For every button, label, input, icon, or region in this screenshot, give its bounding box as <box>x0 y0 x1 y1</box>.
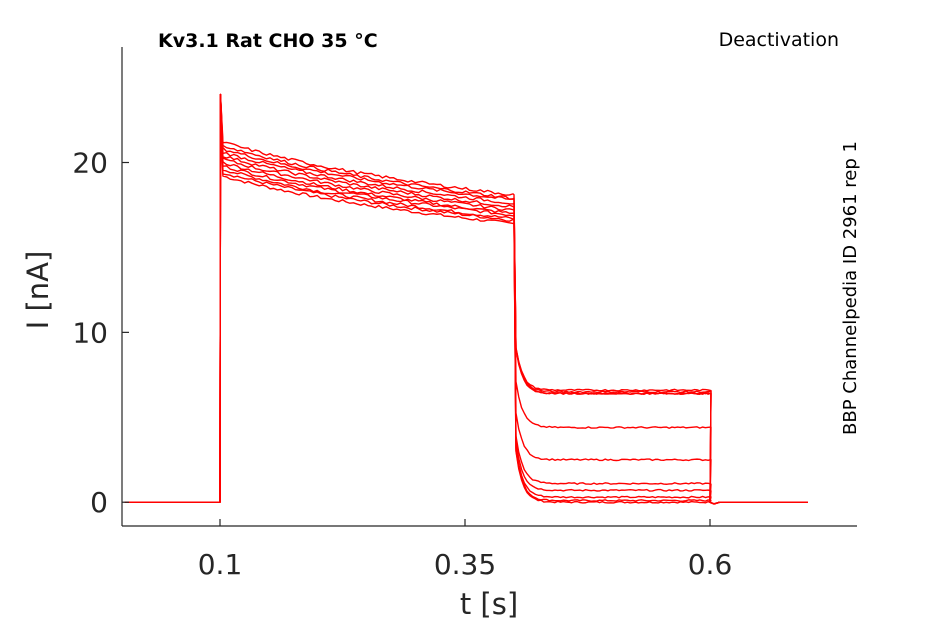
chart-title: Kv3.1 Rat CHO 35 °C <box>158 30 378 52</box>
y-tick-label: 20 <box>72 147 108 180</box>
current-trace <box>124 93 808 505</box>
current-trace <box>124 93 808 505</box>
x-tick-label: 0.1 <box>198 548 243 581</box>
current-trace <box>124 93 808 505</box>
x-tick-label: 0.35 <box>434 548 496 581</box>
current-trace <box>124 93 808 505</box>
y-tick-label: 0 <box>90 486 108 519</box>
y-tick-label: 10 <box>72 316 108 349</box>
current-trace <box>124 93 808 505</box>
y-axis-label: I [nA] <box>21 251 55 330</box>
source-note: BBP Channelpedia ID 2961 rep 1 <box>840 141 861 435</box>
x-tick-label: 0.6 <box>688 548 733 581</box>
current-trace <box>124 93 808 505</box>
chart-subtitle: Deactivation <box>719 29 839 51</box>
x-axis-ticks: 0.1 0.35 0.6 <box>198 519 733 581</box>
current-trace <box>124 93 808 505</box>
x-axis-label: t [s] <box>460 587 518 621</box>
current-trace <box>124 93 808 505</box>
current-trace <box>124 93 808 505</box>
current-trace <box>124 93 808 505</box>
trace-group <box>124 93 808 505</box>
y-axis-ticks: 0 10 20 <box>72 147 129 519</box>
current-trace <box>124 93 808 505</box>
